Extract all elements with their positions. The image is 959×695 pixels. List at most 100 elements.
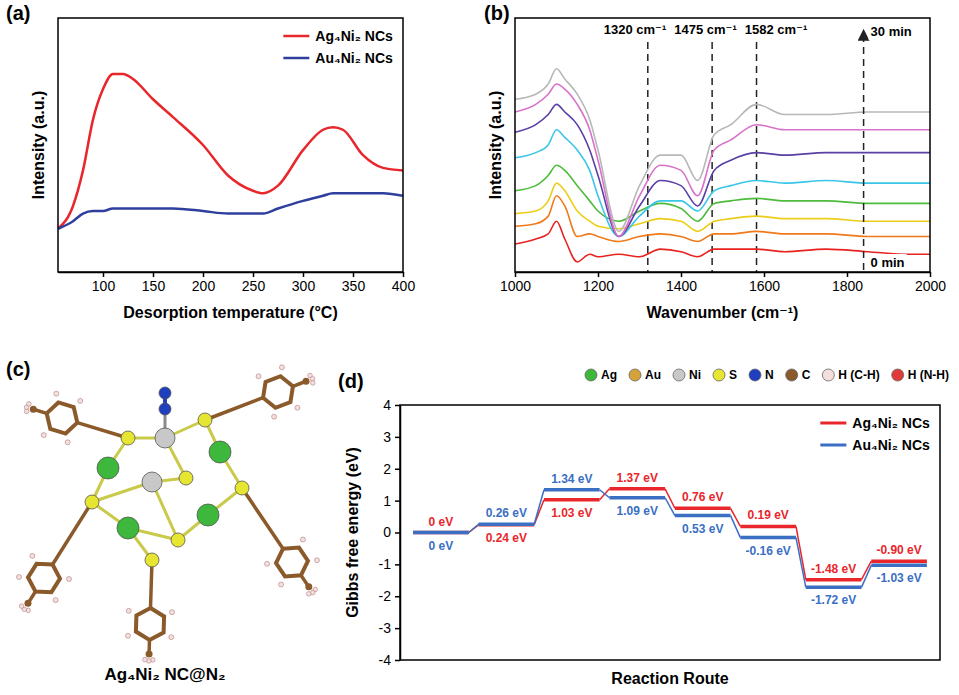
atom-h: [314, 558, 319, 563]
step-level: [479, 523, 535, 527]
y-tick-mark: [395, 660, 400, 662]
x-axis: 100150200250300350400: [59, 272, 416, 294]
x-tick-label: 1800: [832, 278, 863, 294]
x-axis-line: [516, 272, 931, 274]
x-tick-mark: [303, 272, 305, 277]
atom-h: [279, 365, 284, 370]
bonds: [92, 393, 242, 560]
atom-legend-entry: H (C-H): [822, 368, 879, 382]
panel-letter: (b): [484, 2, 510, 24]
ring: [47, 402, 78, 433]
series-line: [515, 130, 930, 237]
data-label: -0.90 eV: [876, 543, 921, 557]
ring: [276, 548, 308, 577]
x-tick-mark: [153, 272, 155, 277]
series-line: [515, 69, 930, 232]
data-label: -0.16 eV: [745, 544, 790, 558]
atom-label: N: [765, 368, 774, 382]
y-tick-label: -3: [379, 620, 392, 636]
label-patch: [874, 570, 923, 586]
plot-frame: [400, 405, 940, 660]
series-line: [515, 221, 930, 262]
atom-h: [170, 610, 175, 615]
y-tick-label: 2: [383, 461, 391, 477]
step-connector: [534, 490, 544, 524]
y-axis-title: Intensity (a.u.): [487, 91, 504, 199]
data-label: 0.53 eV: [682, 522, 723, 536]
x-tick-mark: [764, 272, 766, 277]
x-tick: 1400: [666, 272, 697, 294]
annotation: 1320 cm⁻¹: [604, 22, 667, 37]
x-tick-label: 300: [292, 278, 316, 294]
x-tick-label: 1200: [583, 278, 614, 294]
x-tick-label: 400: [392, 278, 416, 294]
atom-h: [66, 576, 71, 581]
y-axis-title: Gibbs free energy (eV): [344, 447, 361, 618]
atom-h: [265, 561, 270, 566]
data-label: 1.37 eV: [617, 471, 658, 485]
x-tick: 300: [292, 272, 316, 294]
label-patch: [615, 470, 660, 486]
x-tick-mark: [203, 272, 205, 277]
x-tick-label: 1400: [666, 278, 697, 294]
data-label: 0.19 eV: [747, 508, 788, 522]
series-line: [515, 84, 930, 236]
molecule-panel: (c)Ag₄Ni₂ NC@N₂: [6, 358, 319, 684]
aryl-rings: [17, 365, 320, 663]
legend-swatch: [283, 35, 309, 38]
x-tick: 1600: [749, 272, 780, 294]
x-tick-label: 350: [342, 278, 366, 294]
y-tick: -3: [379, 620, 400, 636]
y-tick: -4: [379, 652, 400, 668]
legend-label: Au₄Ni₂ NCs: [852, 437, 930, 453]
data-label: -1.48 eV: [811, 562, 856, 576]
data-label: -1.03 eV: [876, 571, 921, 585]
step-connector: [731, 516, 741, 538]
label-patch: [615, 503, 660, 519]
plot-area: [413, 489, 927, 587]
panel-letter: (a): [6, 2, 30, 24]
panel-letter: (c): [6, 358, 30, 380]
time-label: 30 min: [871, 24, 912, 39]
reference-line: [647, 42, 649, 272]
series-line: [58, 193, 403, 229]
step-level: [806, 578, 862, 582]
label-patch: [549, 505, 594, 521]
panel: (b)100012001400160018002000Wavenumber (c…: [484, 2, 946, 321]
legend-swatch: [283, 57, 309, 60]
legend-label: Au₄Ni₂ NCs: [315, 50, 393, 66]
atom-s: [179, 471, 193, 485]
atoms: [85, 387, 249, 567]
data-label: 1.34 eV: [551, 472, 592, 486]
atom-swatch: [713, 369, 725, 381]
reference-line: [756, 42, 758, 272]
x-tick-label: 2000: [915, 278, 946, 294]
y-tick-mark: [395, 500, 400, 502]
step-level: [609, 496, 665, 500]
x-tick-mark: [103, 272, 105, 277]
atom-ni: [142, 472, 162, 492]
step-level: [479, 522, 535, 526]
atom-label: C: [802, 368, 811, 382]
y-tick: 3: [383, 429, 400, 445]
label-patch: [809, 592, 858, 608]
annotation: 1582 cm⁻¹: [745, 22, 808, 37]
atom-h: [300, 537, 305, 542]
atom-label: H (N-H): [908, 368, 949, 382]
step-level: [609, 487, 665, 491]
data-label: 0.26 eV: [486, 506, 527, 520]
atom-c: [303, 378, 310, 385]
figure: (a)100150200250300350400Desorption tempe…: [0, 0, 959, 695]
y-tick: 0: [383, 524, 400, 540]
y-tick: 2: [383, 461, 400, 477]
x-tick-label: 150: [142, 278, 166, 294]
legend-label: Ag₄Ni₂ NCs: [315, 28, 393, 44]
x-tick-mark: [847, 272, 849, 277]
step-level: [740, 536, 796, 540]
step-level: [740, 525, 796, 529]
x-tick: 100: [92, 272, 116, 294]
atom-swatch: [786, 369, 798, 381]
label-patch: [484, 505, 529, 521]
x-tick: 1000: [500, 272, 531, 294]
atom-h: [65, 440, 70, 445]
